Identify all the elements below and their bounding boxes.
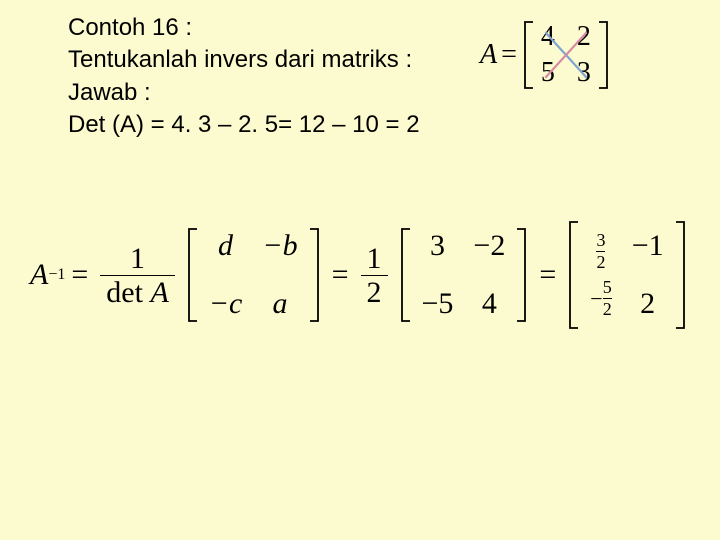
m3-d: 2: [640, 287, 655, 321]
left-bracket-icon: [398, 227, 412, 323]
m3-f2: − 5 2: [590, 277, 611, 320]
line-contoh: Contoh 16 :: [68, 12, 420, 44]
right-bracket-icon: [674, 220, 688, 330]
adjugate-symbolic-matrix: d −c −b a: [185, 227, 322, 323]
sym-d: d: [218, 229, 233, 263]
a11: 4: [539, 21, 557, 53]
problem-text-block: Contoh 16 : Tentukanlah invers dari matr…: [68, 12, 420, 142]
matrix-a-cells: 4 2 5 3: [535, 21, 597, 89]
fraction-1-over-2: 1 2: [361, 242, 388, 309]
m3-b: −1: [632, 229, 664, 263]
equals-1: =: [71, 258, 88, 292]
right-bracket-icon: [515, 227, 529, 323]
sym-neg-b: −b: [262, 229, 297, 263]
frac1-den: det A: [100, 276, 174, 309]
adjugate-numeric-matrix: 3 −5 −2 4: [398, 227, 530, 323]
m2-d: 4: [482, 287, 497, 321]
left-bracket-icon: [185, 227, 199, 323]
m2-b: −2: [473, 229, 505, 263]
superscript-minus1: −1: [48, 266, 65, 284]
sym-a: a: [272, 287, 287, 321]
line-tentukanlah: Tentukanlah invers dari matriks :: [68, 44, 420, 76]
fraction-1-over-detA: 1 det A: [100, 242, 174, 309]
inverse-result-matrix: 3 2 − 5 2 −1 2: [566, 220, 687, 330]
sym-neg-c: −c: [209, 287, 243, 321]
line-jawab: Jawab :: [68, 77, 420, 109]
equals-sign: =: [501, 39, 517, 71]
equals-3: =: [539, 258, 556, 292]
matrix-a-label: A: [480, 39, 497, 71]
left-bracket-icon: [566, 220, 580, 330]
right-bracket-icon: [308, 227, 322, 323]
inverse-equation: A−1 = 1 det A d −c −b a = 1 2 3 −5: [30, 220, 692, 330]
left-bracket-icon: [521, 20, 535, 90]
a21: 5: [539, 57, 557, 89]
line-det: Det (A) = 4. 3 – 2. 5= 12 – 10 = 2: [68, 109, 420, 141]
equals-2: =: [332, 258, 349, 292]
a22: 3: [575, 57, 593, 89]
m2-a: 3: [430, 229, 445, 263]
right-bracket-icon: [597, 20, 611, 90]
frac2-den: 2: [361, 276, 388, 309]
frac2-num: 1: [361, 242, 388, 275]
m2-c: −5: [422, 287, 454, 321]
frac1-num: 1: [124, 242, 151, 275]
a12: 2: [575, 21, 593, 53]
m3-f1: 3 2: [596, 230, 605, 273]
matrix-a-definition: A = 4 2 5 3: [480, 20, 611, 90]
a-inverse-label: A: [30, 258, 48, 292]
